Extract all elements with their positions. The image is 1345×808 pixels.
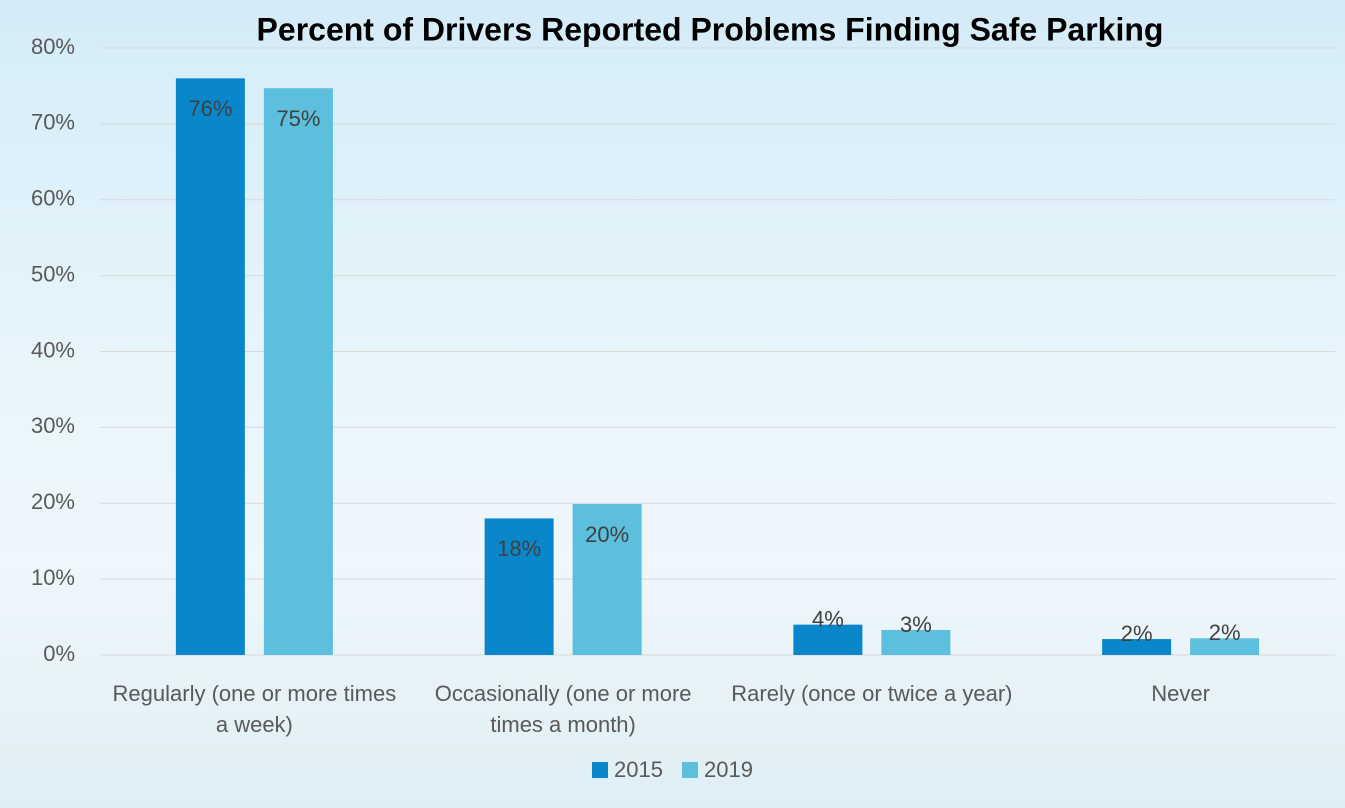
x-tick-label: Never [1151, 681, 1210, 706]
legend-label: 2019 [704, 757, 753, 782]
bar [1190, 638, 1260, 655]
bar [175, 78, 245, 656]
y-tick-label: 50% [31, 261, 75, 286]
bar [484, 518, 554, 655]
y-tick-label: 40% [31, 337, 75, 362]
data-label: 2% [1121, 621, 1153, 646]
data-label: 3% [900, 612, 932, 637]
y-tick-label: 60% [31, 186, 75, 211]
y-tick-label: 70% [31, 110, 75, 135]
legend-swatch [682, 762, 698, 778]
data-label: 2% [1209, 620, 1241, 645]
data-label: 18% [497, 536, 541, 561]
y-tick-label: 30% [31, 413, 75, 438]
bar [263, 88, 333, 656]
y-tick-label: 0% [43, 641, 75, 666]
chart-title: Percent of Drivers Reported Problems Fin… [257, 11, 1164, 47]
y-tick-label: 80% [31, 34, 75, 59]
bar [1102, 639, 1172, 655]
legend-label: 2015 [614, 757, 663, 782]
data-label: 4% [812, 606, 844, 631]
x-tick-label: Occasionally (one or more times a month) [434, 681, 692, 737]
x-tick-label: Rarely (once or twice a year) [731, 681, 1013, 706]
data-label: 75% [276, 106, 320, 131]
legend-swatch [592, 762, 608, 778]
bar [881, 629, 951, 655]
bar [793, 624, 863, 655]
y-tick-label: 10% [31, 565, 75, 590]
data-label: 76% [188, 96, 232, 121]
bar [572, 504, 642, 655]
data-label: 20% [585, 522, 629, 547]
y-tick-label: 20% [31, 489, 75, 514]
x-tick-label: Regularly (one or more times a week) [112, 681, 397, 737]
